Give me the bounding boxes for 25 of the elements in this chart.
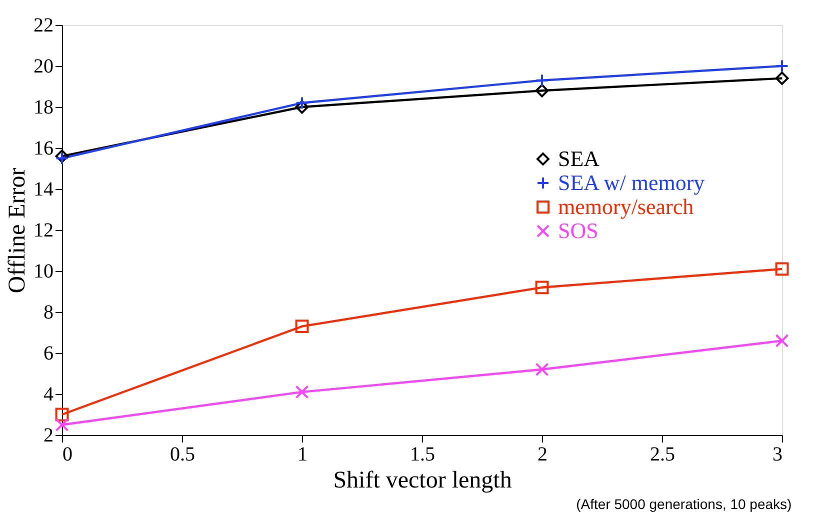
- legend-label: SEA w/ memory: [558, 170, 705, 195]
- x-tick-label: 2: [538, 444, 548, 466]
- y-tick-label: 18: [34, 96, 54, 118]
- x-axis-title: Shift vector length: [333, 468, 512, 494]
- x-tick-label: 0: [62, 444, 72, 466]
- x-tick-label: 2.5: [650, 444, 675, 466]
- x-tick-label: 1: [298, 444, 308, 466]
- y-tick-label: 22: [34, 14, 54, 36]
- y-tick-label: 16: [34, 138, 54, 160]
- y-tick-label: 2: [44, 424, 54, 446]
- y-tick-label: 8: [44, 302, 54, 324]
- legend-label: SEA: [558, 146, 600, 171]
- x-tick-label: 0.5: [170, 444, 195, 466]
- y-tick-label: 14: [34, 178, 54, 200]
- y-tick-label: 6: [44, 342, 54, 364]
- y-tick-label: 20: [34, 56, 54, 78]
- text: (After 5000 generations, 10 peaks): [576, 496, 792, 512]
- y-tick-label: 4: [44, 384, 54, 406]
- y-axis-title: Offline Error: [4, 168, 30, 294]
- legend-label: memory/search: [558, 194, 694, 219]
- x-tick-label: 3: [772, 444, 782, 466]
- y-tick-label: 10: [34, 260, 54, 282]
- legend-label: SOS: [558, 218, 598, 243]
- y-tick-label: 12: [34, 220, 54, 242]
- x-tick-label: 1.5: [410, 444, 435, 466]
